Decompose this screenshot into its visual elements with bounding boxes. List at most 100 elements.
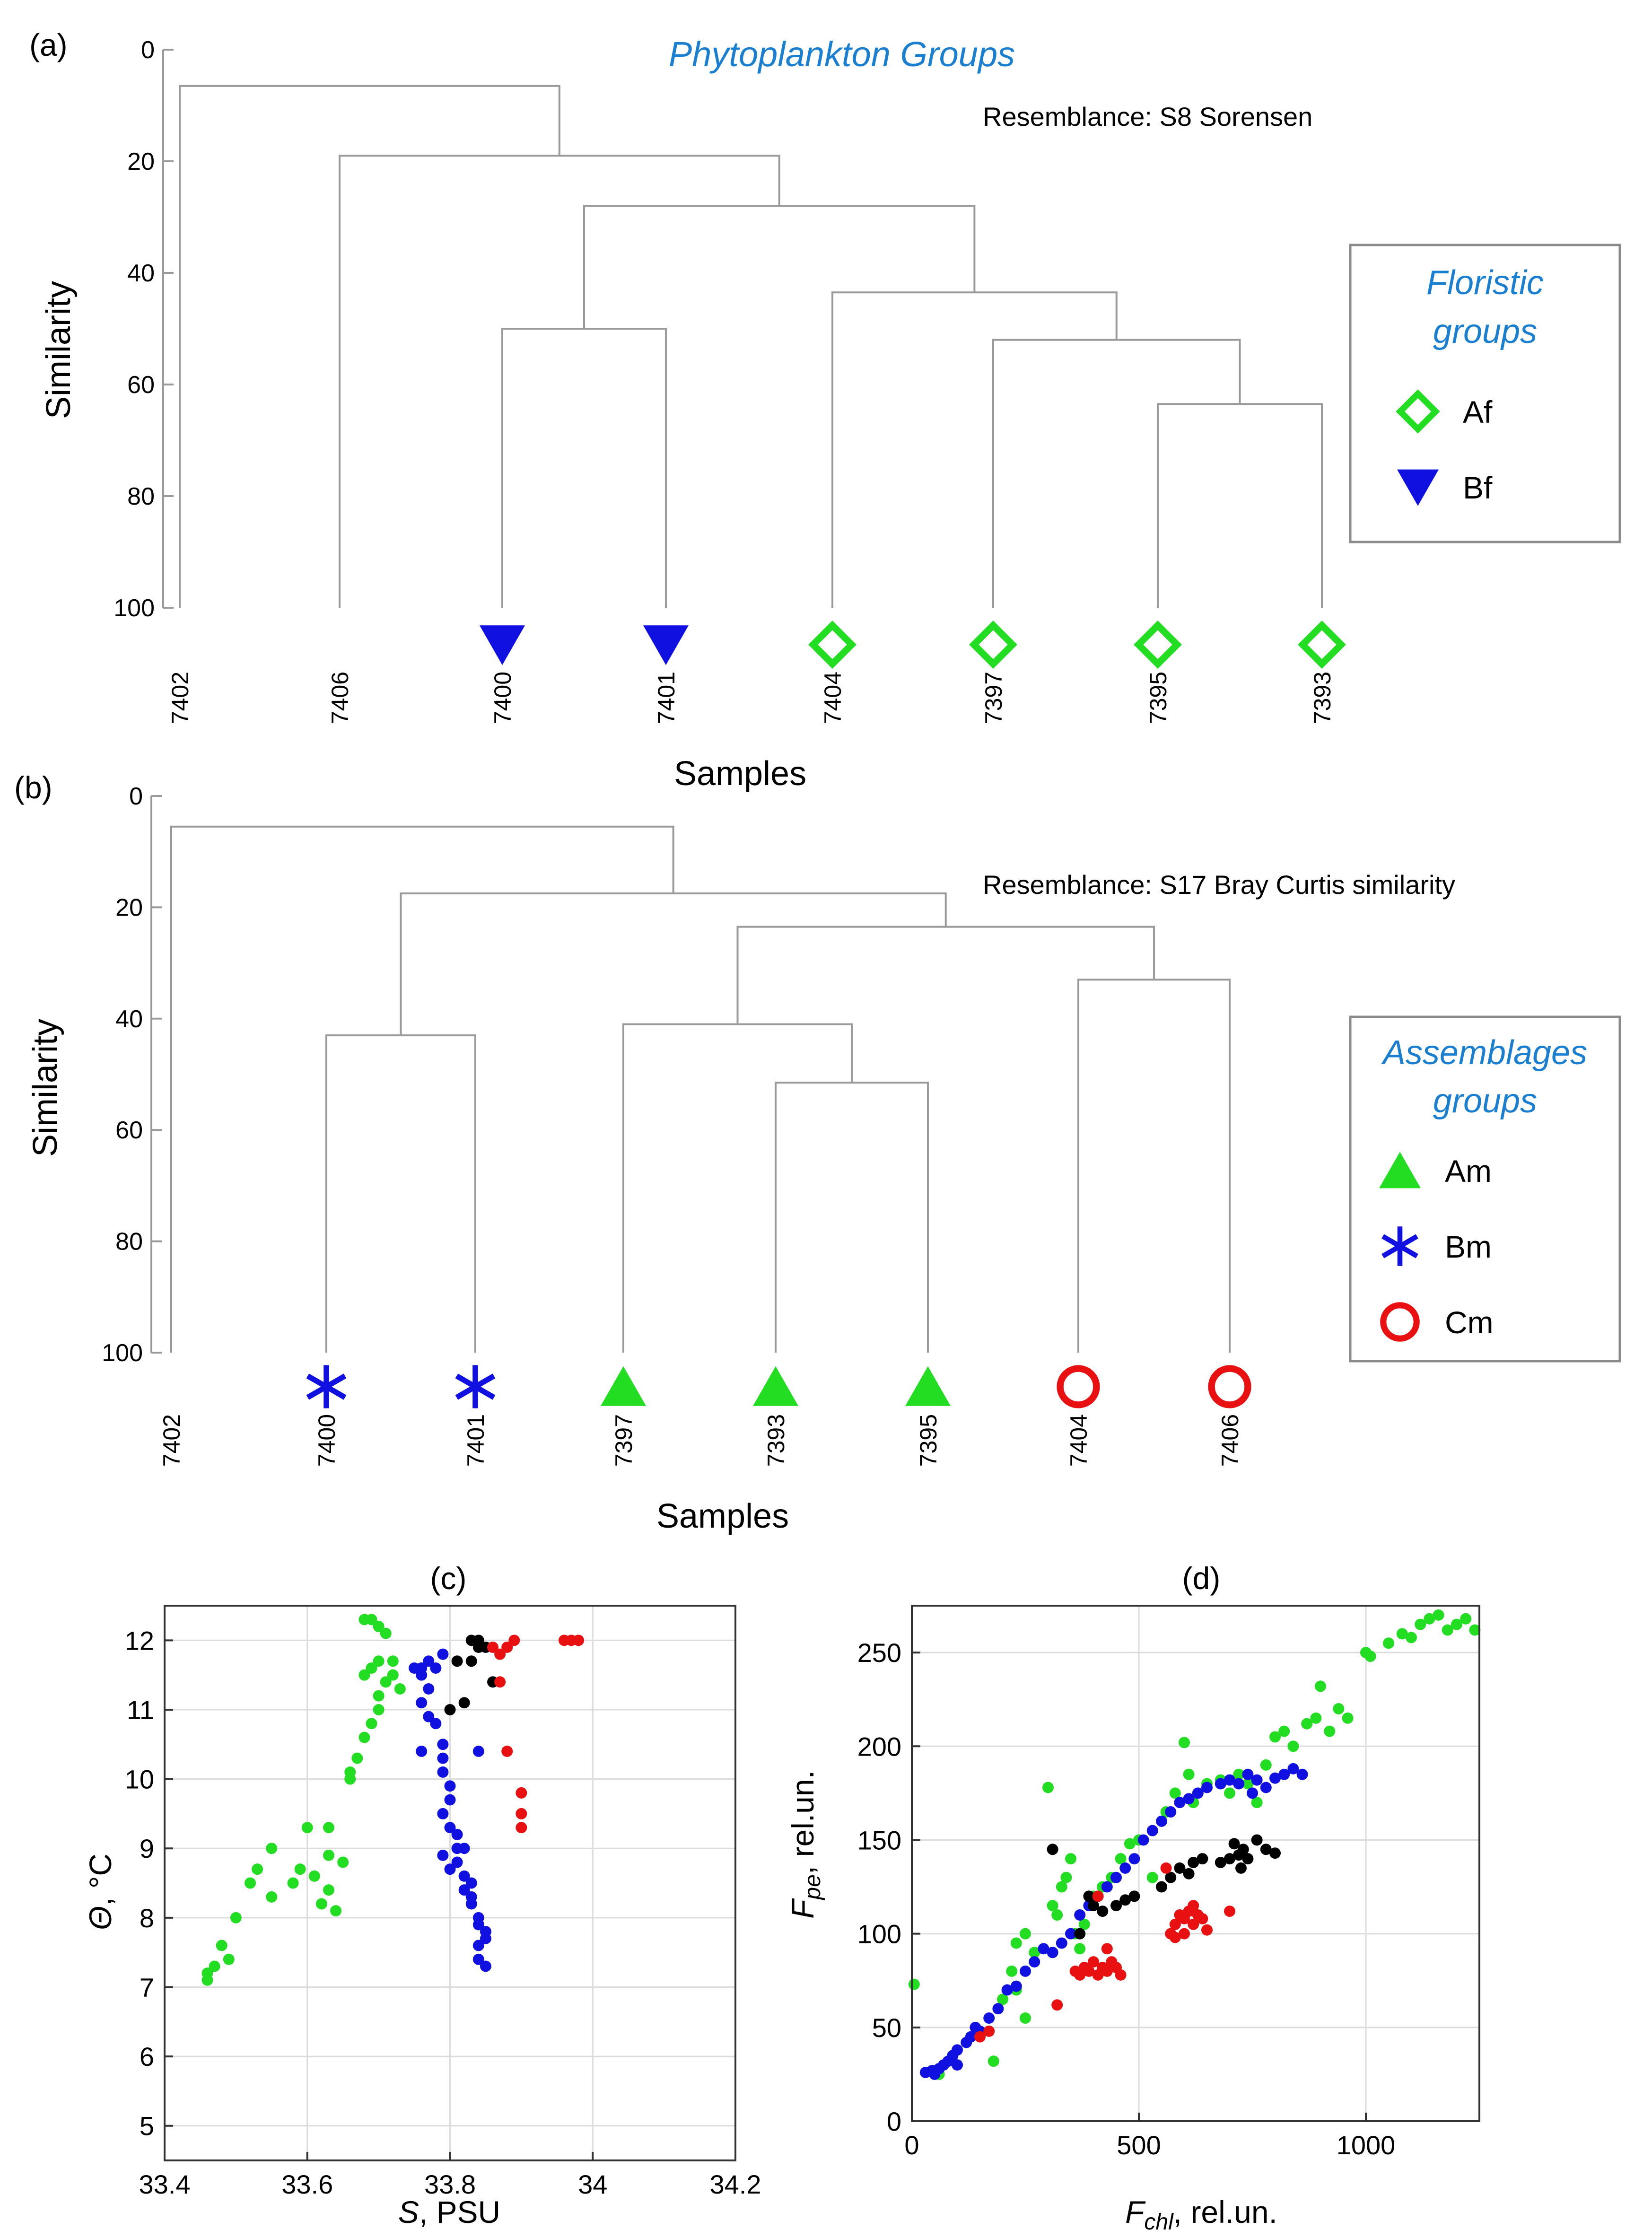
data-point — [1215, 1857, 1226, 1869]
panel-a-resemblance-note: Resemblance: S8 Sorensen — [983, 102, 1312, 131]
y-label-rest: , °C — [83, 1853, 118, 1906]
dendrogram-link — [501, 328, 667, 608]
data-point — [465, 1898, 477, 1910]
data-point — [1301, 1718, 1313, 1730]
data-point — [480, 1932, 491, 1944]
data-point — [1396, 1628, 1408, 1640]
data-point — [1251, 1797, 1263, 1809]
legend-marker-Bm — [1381, 1226, 1418, 1266]
data-point — [1315, 1680, 1326, 1692]
panel-c-plot-area: 33.4 33.6 33.8 34 34.2 5 6 7 8 9 10 11 12 — [125, 1605, 761, 2199]
data-point — [1092, 1890, 1104, 1902]
data-point — [1192, 1787, 1204, 1799]
data-point — [558, 1635, 570, 1646]
data-point — [451, 1828, 463, 1840]
data-point — [1060, 1871, 1072, 1883]
data-point — [494, 1648, 506, 1660]
y-tick-label: 100 — [102, 1339, 143, 1367]
data-point — [1160, 1862, 1172, 1874]
data-point — [1242, 1853, 1254, 1865]
leaf-label: 7400 — [314, 1414, 340, 1467]
data-point — [387, 1655, 399, 1667]
data-point — [1179, 1928, 1190, 1940]
data-point — [230, 1912, 242, 1923]
data-point — [416, 1745, 428, 1757]
triangle-up-icon — [753, 1366, 798, 1406]
data-point — [1233, 1778, 1245, 1790]
data-point — [974, 2031, 986, 2043]
data-point — [266, 1891, 278, 1903]
series-blue — [919, 1763, 1308, 2080]
data-point — [201, 1967, 213, 1979]
data-point — [1242, 1768, 1254, 1780]
circle-icon — [1380, 1302, 1420, 1342]
data-point — [1119, 1862, 1131, 1874]
data-point — [451, 1655, 463, 1667]
data-point — [1269, 1772, 1281, 1784]
leaf-label: 7393 — [763, 1414, 789, 1467]
data-point — [465, 1877, 477, 1889]
leaf-label: 7393 — [1309, 672, 1336, 724]
y-tick-label: 50 — [872, 2013, 901, 2043]
y-tick-label: 250 — [857, 1638, 901, 1668]
legend-box — [1349, 244, 1621, 543]
data-point — [223, 1953, 235, 1965]
data-point — [344, 1766, 356, 1778]
triangle-up-icon — [1379, 1152, 1421, 1189]
leaf-label: 7395 — [915, 1414, 942, 1467]
y-tick-label: 8 — [140, 1903, 154, 1933]
data-point — [437, 1849, 449, 1861]
data-point — [1174, 1862, 1186, 1874]
circle-icon — [1057, 1365, 1100, 1408]
series-red — [487, 1635, 585, 1834]
data-point — [358, 1669, 370, 1681]
data-point — [1188, 1918, 1199, 1930]
data-point — [1251, 1834, 1263, 1846]
data-point — [1188, 1900, 1199, 1912]
triangle-down-icon — [480, 625, 525, 665]
data-point — [1074, 1943, 1086, 1955]
data-point — [1056, 1937, 1067, 1949]
data-point — [394, 1683, 406, 1695]
leaf-marker-7401 — [643, 625, 689, 665]
panel-b-y-axis-label: Similarity — [26, 1019, 64, 1157]
asterisk-stroke — [455, 1373, 496, 1400]
data-point — [1260, 1782, 1272, 1793]
data-point — [1088, 1900, 1099, 1912]
y-tick-label: 60 — [127, 371, 155, 399]
data-point — [997, 1993, 1008, 2005]
panel-a-label: (a) — [29, 27, 68, 62]
data-point — [1424, 1613, 1435, 1625]
data-point — [1128, 1890, 1140, 1902]
data-point — [1415, 1618, 1426, 1630]
data-point — [1065, 1928, 1076, 1940]
dendrogram-link — [400, 892, 947, 1036]
data-point — [308, 1870, 320, 1882]
asterisk-stroke — [306, 1373, 347, 1400]
data-point — [1228, 1838, 1240, 1850]
data-point — [1047, 1844, 1058, 1855]
data-point — [458, 1884, 470, 1896]
data-point — [1156, 1881, 1167, 1893]
data-point — [1201, 1924, 1213, 1936]
data-point — [472, 1940, 484, 1951]
legend-marker-Af — [1396, 389, 1440, 434]
data-point — [952, 2044, 963, 2056]
data-point — [1165, 1806, 1177, 1818]
y-tick-label: 150 — [857, 1825, 901, 1855]
data-point — [516, 1822, 527, 1834]
data-point — [927, 2064, 938, 2076]
data-point — [472, 1953, 484, 1965]
dendrogram-link — [1077, 979, 1231, 1353]
data-point — [1097, 1906, 1109, 1917]
data-point — [358, 1731, 370, 1743]
asterisk-stroke — [1381, 1234, 1418, 1259]
legend-title-line1: Assemblages — [1381, 1034, 1587, 1072]
data-point — [1074, 1928, 1086, 1940]
data-point — [1083, 1965, 1095, 1977]
data-point — [366, 1662, 377, 1674]
legend-label: Cm — [1445, 1305, 1494, 1340]
leaf-marker-7395 — [1134, 621, 1182, 669]
data-point — [501, 1745, 513, 1757]
data-point — [1051, 1909, 1063, 1921]
